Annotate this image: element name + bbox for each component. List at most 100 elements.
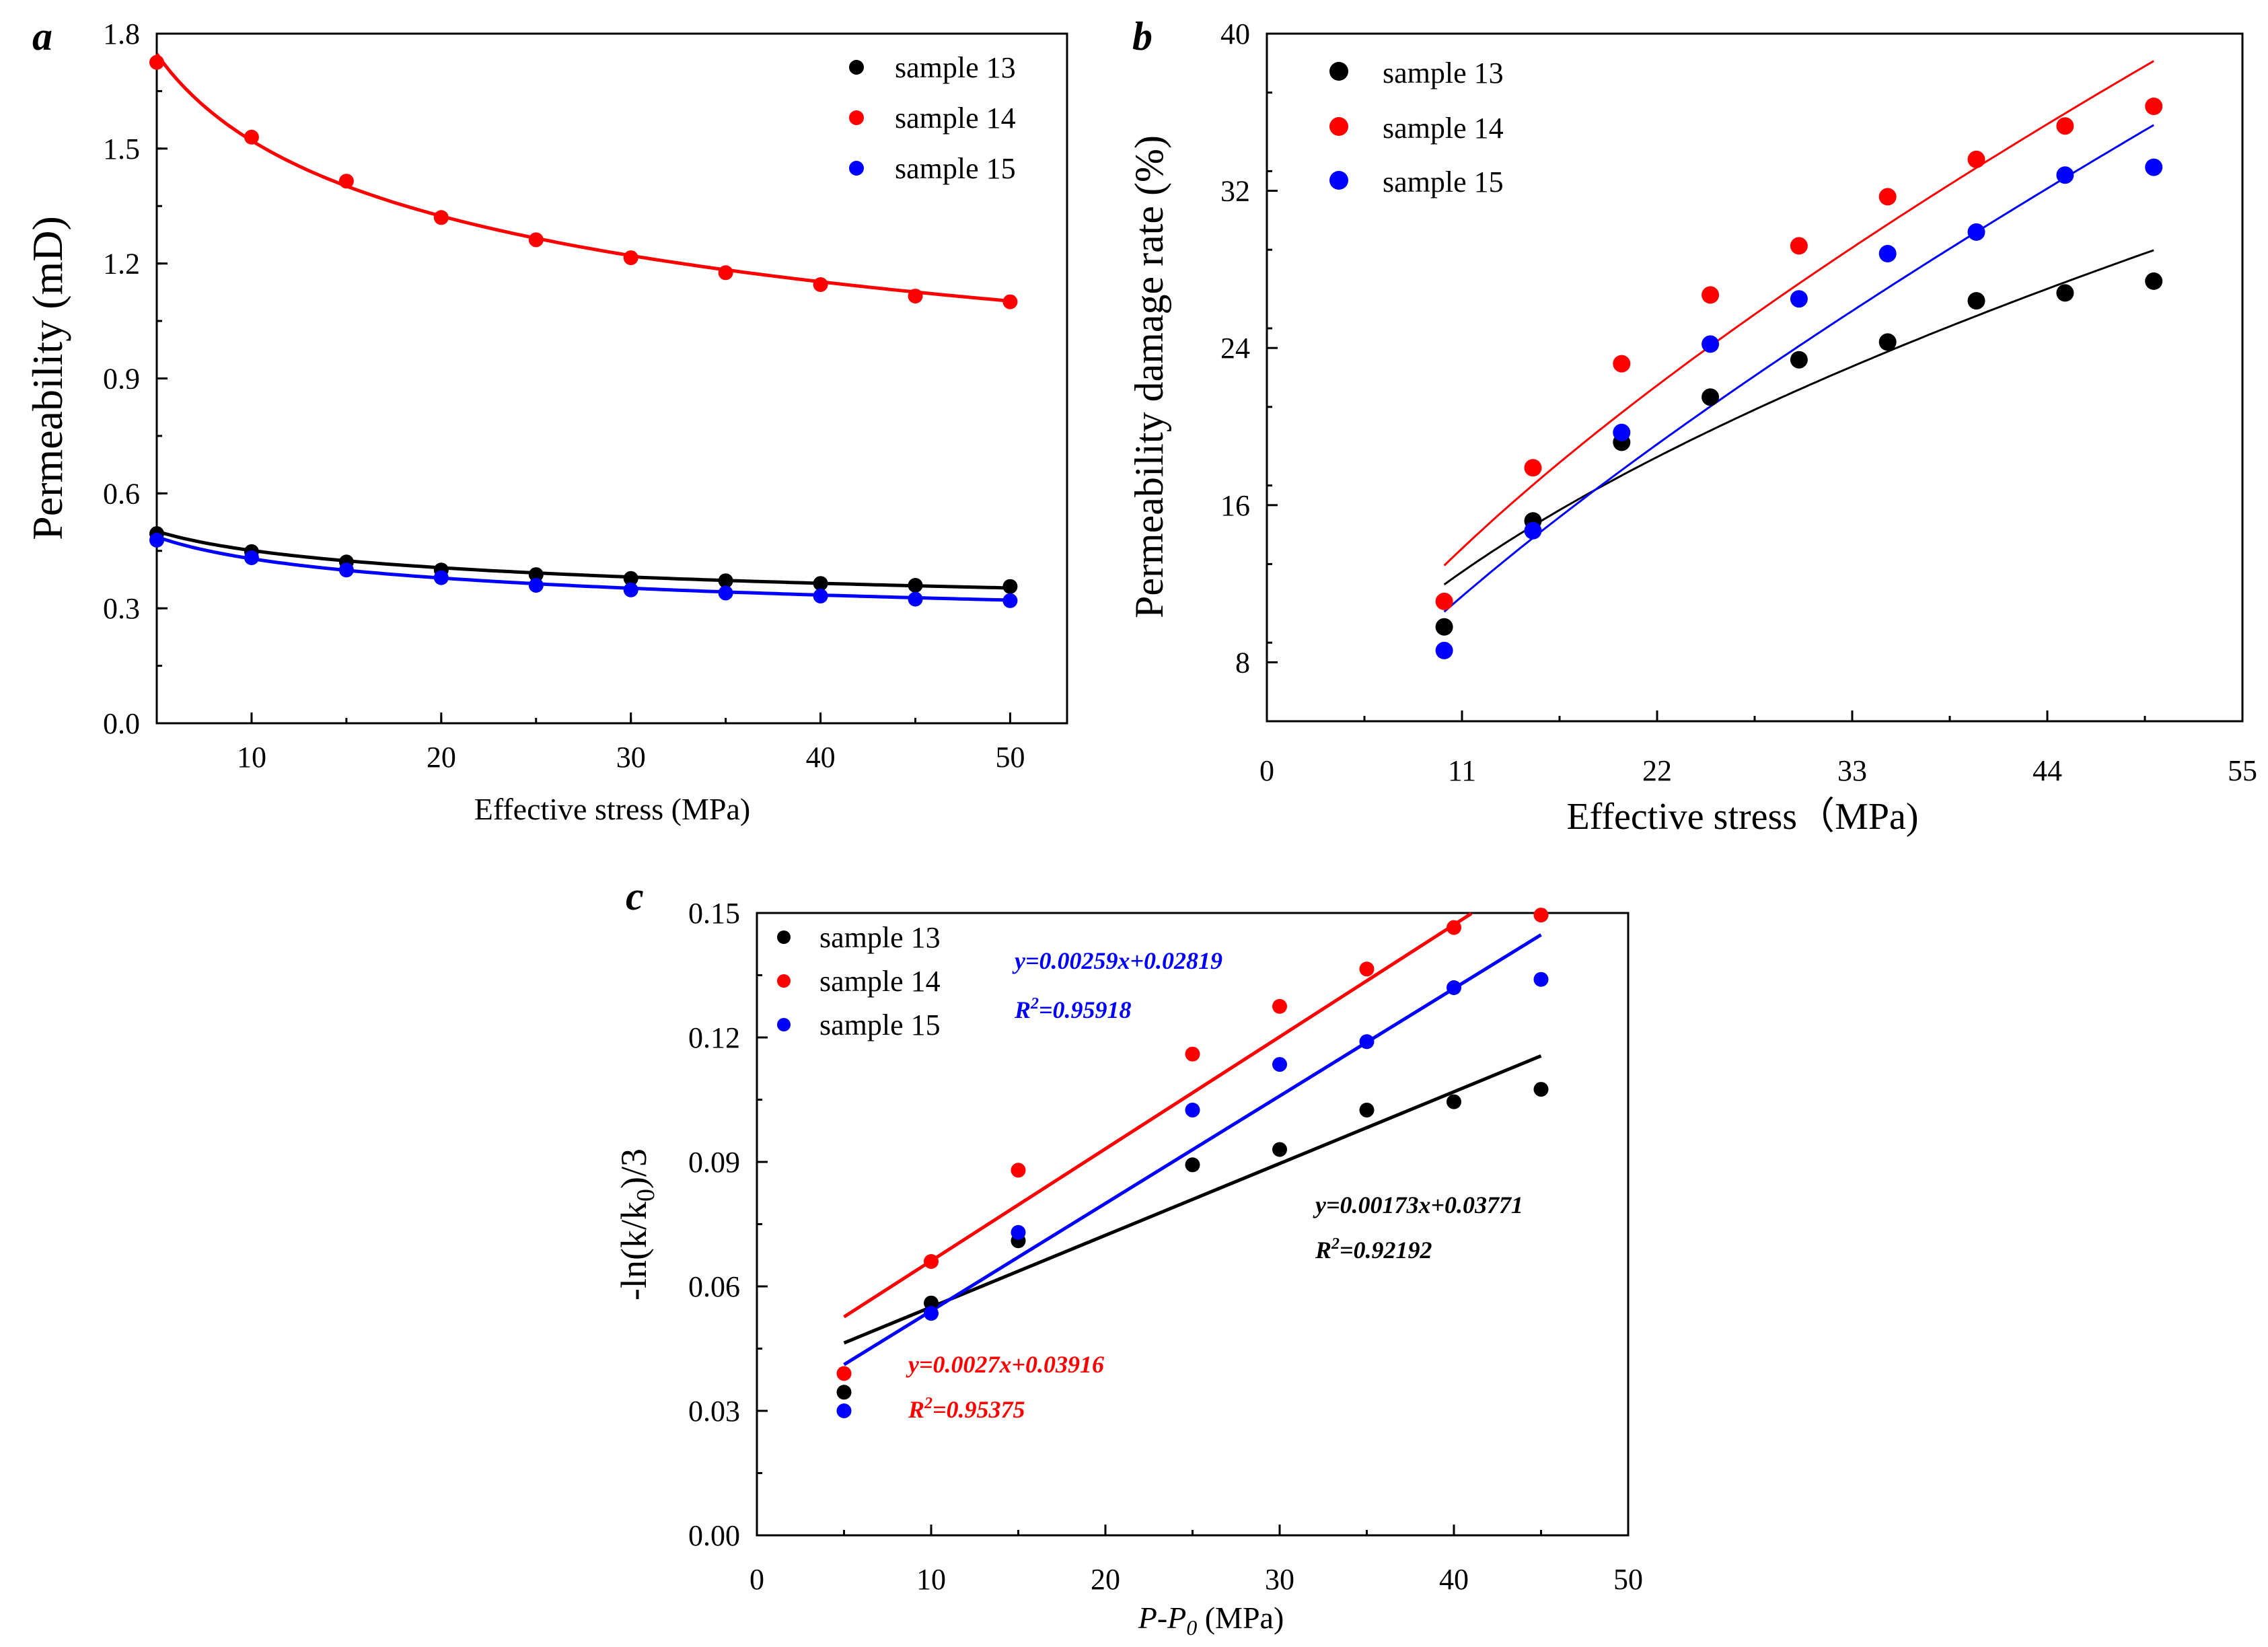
data-point-sample-14 (1272, 998, 1287, 1014)
y-tick-label: 0.3 (103, 592, 140, 625)
panel-c-r2-15: R2=0.95918 (1014, 995, 1132, 1023)
data-point-sample-14 (1524, 459, 1542, 477)
panel-c-xlabel-unit: (MPa) (1197, 1601, 1284, 1635)
y-tick-label: 40 (1220, 17, 1250, 50)
x-tick-label: 40 (806, 741, 836, 774)
panel-c-ylabel-end: )/3 (614, 1148, 654, 1189)
data-point-sample-13 (2056, 284, 2074, 302)
data-point-sample-14 (813, 277, 828, 292)
data-point-sample-15 (1185, 1102, 1200, 1118)
data-point-sample-14 (244, 129, 259, 145)
y-tick-label: 32 (1220, 175, 1250, 208)
panel-c-xlabel: P-P0 (MPa) (1138, 1601, 1284, 1640)
data-point-sample-14 (1447, 920, 1461, 935)
panel-c-frame (756, 912, 1630, 1537)
panel-c-r2-13-label: R (1315, 1237, 1331, 1264)
panel-c-legend-label-sample-15: sample 15 (819, 1009, 941, 1041)
fit-line-sample-13 (1443, 249, 2154, 586)
panel-c-equation-13-text: y=0.00173x+0.03771 (1313, 1192, 1523, 1218)
data-point-sample-15 (1002, 593, 1018, 608)
panel-c-equation-sample-13: y=0.00173x+0.03771 R2=0.92192 (1313, 1192, 1523, 1264)
panel-a-letter: a (32, 14, 52, 59)
data-point-sample-15 (924, 1306, 939, 1321)
data-point-sample-14 (1185, 1046, 1200, 1062)
data-point-sample-14 (1533, 908, 1549, 923)
fit-line-sample-15 (843, 933, 1542, 1366)
y-tick-label: 24 (1220, 332, 1250, 365)
panel-c-r2-14-sup: 2 (924, 1395, 932, 1412)
data-point-sample-13 (1359, 1102, 1375, 1118)
x-tick-label: 30 (616, 741, 646, 774)
data-point-sample-15 (1011, 1224, 1026, 1240)
data-point-sample-14 (433, 210, 449, 225)
y-tick-label: 0.6 (103, 477, 140, 510)
data-point-sample-14 (149, 54, 164, 70)
data-point-sample-15 (1967, 223, 1985, 241)
x-tick-label: 40 (1439, 1563, 1469, 1596)
data-point-sample-13 (1878, 333, 1897, 351)
data-point-sample-15 (908, 591, 923, 607)
y-tick-label: 0.15 (688, 897, 740, 930)
panel-b-xlabel: Effective stress（MPa) (1566, 796, 1918, 838)
data-point-sample-15 (1447, 980, 1461, 995)
data-point-sample-15 (1790, 290, 1808, 308)
panel-b: b 0 11 22 33 44 55 8 16 24 32 40 Effective stress（… (1127, 14, 2257, 838)
data-point-sample-14 (1002, 294, 1018, 309)
data-point-sample-15 (836, 1403, 852, 1418)
panel-c-legend-marker-sample-14 (777, 974, 791, 988)
panel-c-equation-sample-14: y=0.0027x+0.03916 R2=0.95375 (906, 1351, 1104, 1423)
panel-a-xlabel: Effective stress (MPa) (474, 792, 750, 826)
fit-line-sample-14 (843, 912, 1473, 1319)
data-point-sample-15 (2056, 166, 2074, 184)
data-point-sample-14 (1011, 1163, 1026, 1178)
panel-a-legend-label-sample-13: sample 13 (895, 51, 1016, 84)
y-tick-label: 1.8 (103, 17, 140, 50)
data-point-sample-15 (244, 550, 259, 565)
panel-a-legend-marker-sample-14 (849, 110, 864, 125)
x-tick-label: 55 (2228, 754, 2257, 787)
panel-c-ylabel: -ln(k/k0)/3 (614, 1148, 660, 1301)
fit-line-sample-14 (1443, 60, 2154, 566)
data-point-sample-13 (528, 567, 544, 583)
data-point-sample-13 (836, 1385, 852, 1400)
data-point-sample-13 (2145, 272, 2163, 290)
data-point-sample-13 (1002, 579, 1018, 594)
panel-c-r2-13-value: =0.92192 (1340, 1237, 1432, 1264)
panel-c-legend-label-sample-14: sample 14 (819, 965, 941, 998)
panel-c-fit-lines (843, 912, 1542, 1366)
panel-a: a 10 20 30 40 50 0.0 0.3 0.6 0.9 1.2 1.5 1.8 Effect… (24, 14, 1068, 826)
panel-c-r2-15-value: =0.95918 (1039, 996, 1132, 1023)
data-point-sample-15 (528, 578, 544, 593)
x-tick-label: 10 (237, 741, 266, 774)
x-tick-label: 0 (1259, 754, 1274, 787)
data-point-sample-13 (1790, 351, 1808, 369)
x-tick-label: 50 (995, 741, 1025, 774)
panel-c-r2-14-label: R (908, 1396, 924, 1423)
y-tick-label: 0.00 (688, 1519, 740, 1552)
data-point-sample-13 (813, 576, 828, 591)
data-point-sample-15 (338, 562, 354, 578)
data-point-sample-15 (718, 585, 733, 601)
y-tick-label: 1.5 (103, 133, 140, 166)
x-tick-label: 50 (1613, 1563, 1643, 1596)
panel-c-ylabel-sub: 0 (632, 1189, 660, 1202)
data-point-sample-14 (1435, 592, 1453, 610)
data-point-sample-13 (1702, 388, 1720, 406)
y-tick-label: 1.2 (103, 248, 140, 281)
data-point-sample-13 (1435, 618, 1453, 636)
x-tick-label: 33 (1837, 754, 1867, 787)
panel-b-ylabel: Permeability damage rate (%) (1127, 135, 1171, 618)
data-point-sample-14 (528, 232, 544, 248)
data-point-sample-13 (718, 573, 733, 589)
panel-b-legend-label-sample-13: sample 13 (1383, 57, 1504, 89)
data-point-sample-14 (2056, 117, 2074, 135)
panel-c-legend-marker-sample-15 (777, 1018, 791, 1031)
panel-c-points (836, 908, 1549, 1418)
panel-c-legend: sample 13 sample 14 sample 15 (777, 921, 941, 1041)
panel-a-legend-label-sample-15: sample 15 (895, 152, 1016, 185)
data-point-sample-14 (1878, 188, 1897, 206)
y-tick-label: 0.0 (103, 707, 140, 740)
data-point-sample-15 (1878, 245, 1897, 262)
panel-c-r2-13: R2=0.92192 (1315, 1235, 1432, 1264)
